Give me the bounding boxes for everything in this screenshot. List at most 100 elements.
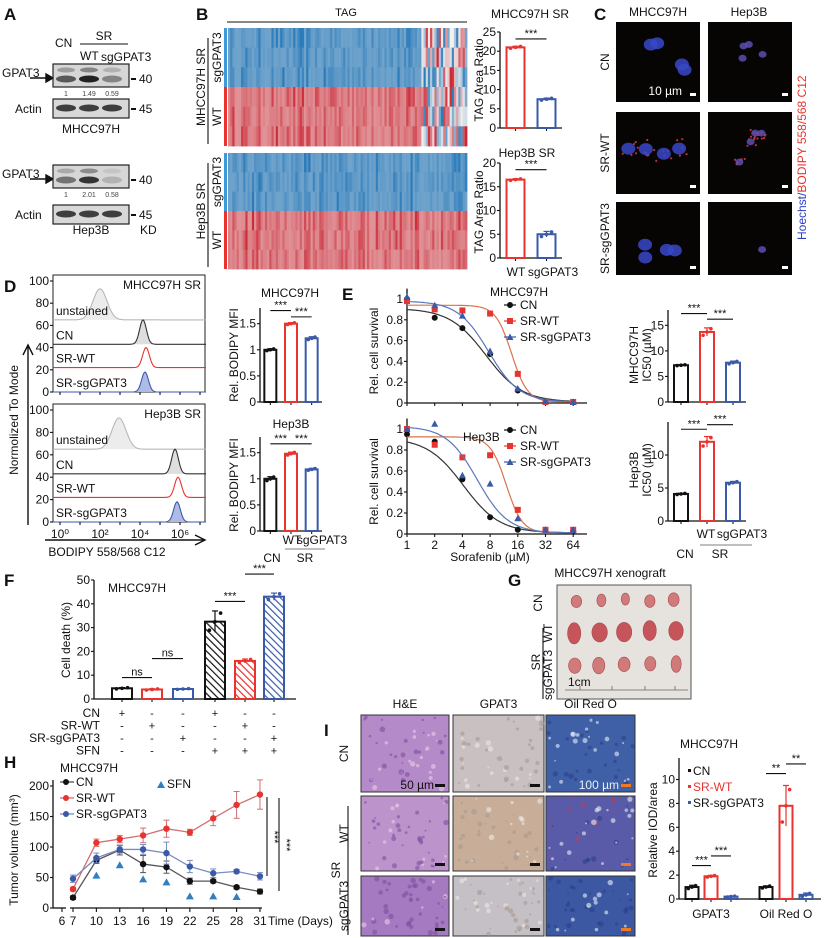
heatmap-cell xyxy=(382,106,385,127)
tissue-texture xyxy=(612,889,615,892)
heatmap-cell xyxy=(412,230,416,251)
bar xyxy=(234,659,256,700)
heatmap-cell xyxy=(360,191,364,212)
heatmap-cell xyxy=(236,172,240,193)
heatmap-cell xyxy=(460,126,464,147)
heatmap-cell xyxy=(286,172,290,193)
heatmap-cell xyxy=(395,126,398,147)
tissue-texture xyxy=(435,922,439,926)
heatmap-cell xyxy=(334,211,338,231)
sample-label: SR-sgGPAT3 xyxy=(56,506,127,520)
heatmap-cell xyxy=(347,126,351,147)
heatmap-cell xyxy=(330,47,333,68)
heatmap-cell xyxy=(369,172,372,193)
tissue-texture xyxy=(604,910,609,915)
heatmap-cell xyxy=(241,67,244,88)
heatmap-cell xyxy=(293,249,296,270)
heatmap-cell xyxy=(456,172,459,193)
tissue-texture xyxy=(381,763,387,769)
heatmap-cell xyxy=(384,106,388,127)
heatmap-cell xyxy=(282,249,285,270)
marker-square xyxy=(514,370,521,377)
heatmap-cell xyxy=(228,47,231,68)
heatmap-cell xyxy=(412,153,416,173)
heatmap-cell xyxy=(247,191,251,212)
heatmap-cell xyxy=(451,106,455,127)
tissue-texture xyxy=(459,756,464,762)
y-tick-label: 5 xyxy=(657,369,664,383)
tissue-texture xyxy=(586,858,590,862)
heatmap-cell xyxy=(299,67,303,88)
heatmap-cell xyxy=(299,87,303,108)
heatmap-cell xyxy=(364,87,368,108)
sample-label: CN xyxy=(56,458,73,472)
micrograph xyxy=(545,714,636,793)
tissue-texture xyxy=(554,866,557,869)
y-tick-label: 5 xyxy=(489,227,496,241)
heatmap-cell xyxy=(377,191,381,212)
group-color-strip-sggpat3 xyxy=(224,153,227,211)
heatmap-cell xyxy=(351,87,355,108)
y-tick-label: 0 xyxy=(249,395,256,409)
tissue-texture xyxy=(361,922,367,928)
heatmap-cell xyxy=(228,230,231,251)
tissue-texture xyxy=(389,753,393,757)
condition-label: CN xyxy=(83,706,100,720)
actin-band xyxy=(102,104,122,112)
heatmap-cell xyxy=(414,211,418,231)
heatmap-cell xyxy=(417,126,420,147)
tissue-texture xyxy=(441,905,444,908)
tissue-texture xyxy=(620,856,623,859)
heatmap-cell xyxy=(453,126,457,147)
scale-bar xyxy=(690,185,696,188)
heatmap-cell xyxy=(340,211,344,231)
data-point xyxy=(306,468,311,473)
tissue-texture xyxy=(572,908,576,912)
tissue-texture xyxy=(514,776,520,781)
chart-title: MHCC97H xyxy=(490,285,548,299)
heatmap-cell xyxy=(310,28,314,49)
tissue-texture xyxy=(415,763,420,768)
heatmap-cell xyxy=(417,67,420,88)
heatmap-cell xyxy=(314,172,318,193)
sfn-legend-triangle xyxy=(157,781,165,788)
heatmap-cell xyxy=(247,47,251,68)
tissue-texture xyxy=(384,741,388,745)
tissue-texture xyxy=(612,800,616,804)
scale-bar xyxy=(782,266,788,269)
heatmap-cell xyxy=(347,249,351,270)
tissue-texture xyxy=(512,830,517,835)
heatmap-cell xyxy=(267,172,270,193)
y-tick-label: 0 xyxy=(396,396,403,410)
heatmap-cell xyxy=(451,47,455,68)
data-point xyxy=(683,362,687,367)
heatmap-cell xyxy=(423,211,427,231)
heatmap-cell xyxy=(360,106,364,127)
tissue-texture xyxy=(526,855,529,858)
heatmap-cell xyxy=(438,28,442,49)
heatmap-cell xyxy=(384,47,388,68)
heatmap-cell xyxy=(401,230,405,251)
heatmap-cell xyxy=(453,47,457,68)
heatmap-cell xyxy=(351,172,355,193)
heatmap-cell xyxy=(319,211,322,231)
actin-band xyxy=(102,210,122,218)
heatmap-cell xyxy=(284,211,288,231)
tissue-texture xyxy=(491,825,496,830)
tissue-texture xyxy=(591,819,597,826)
heatmap-cell xyxy=(291,191,294,212)
heatmap-cell xyxy=(410,126,414,147)
tissue-texture xyxy=(575,836,580,841)
heatmap-cell xyxy=(256,211,259,231)
heatmap-cell xyxy=(310,47,314,68)
scale-bar xyxy=(530,928,540,931)
heatmap-cell xyxy=(401,172,405,193)
y-tick-label: 10 xyxy=(651,344,665,358)
heatmap-cell xyxy=(323,191,327,212)
heatmap-cell xyxy=(419,28,422,49)
heatmap-cell xyxy=(291,249,294,270)
heatmap-cell xyxy=(440,230,444,251)
tissue-texture xyxy=(415,865,420,871)
heatmap-cell xyxy=(304,47,307,68)
heatmap-cell xyxy=(297,126,301,147)
